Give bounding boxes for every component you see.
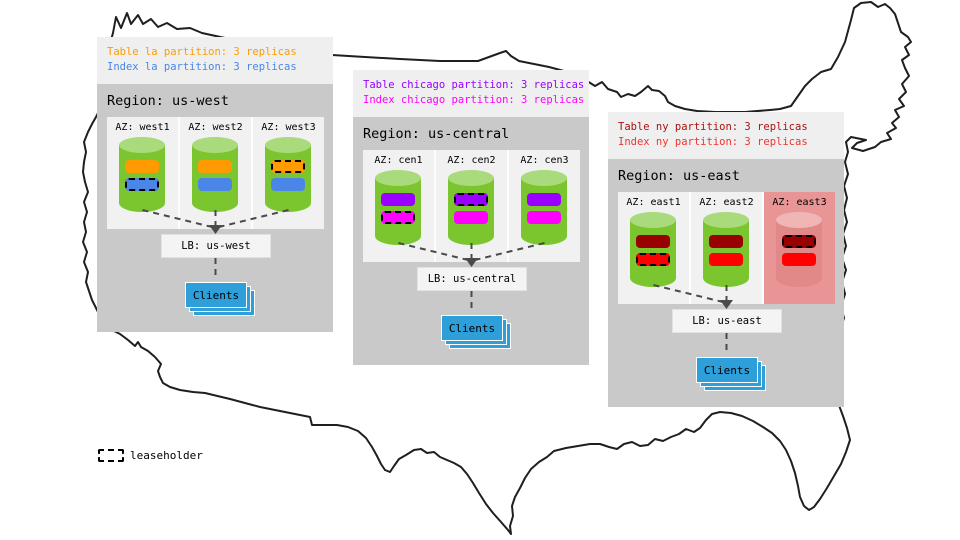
index-replica-bar	[636, 253, 670, 266]
cylinder-top	[119, 137, 165, 153]
az-label: AZ: west1	[115, 122, 170, 133]
region-title: Region: us-central	[363, 126, 510, 142]
cylinder-top	[192, 137, 238, 153]
region-box-us-west: Region: us-west AZ: west1 AZ: west2	[97, 84, 333, 332]
leaseholder-legend: leaseholder	[98, 449, 203, 462]
table-replica-bar	[782, 235, 816, 248]
az-box-west1: AZ: west1	[107, 117, 178, 229]
cylinder-top	[265, 137, 311, 153]
database-cylinder	[521, 170, 567, 245]
table-replica-bar	[271, 160, 305, 173]
az-label: AZ: east3	[772, 197, 827, 208]
index-replica-bar	[125, 178, 159, 191]
index-partition-note: Index ny partition: 3 replicas	[618, 136, 808, 148]
leaseholder-swatch-icon	[98, 449, 124, 462]
region-box-us-central: Region: us-central AZ: cen1 AZ: cen2	[353, 117, 589, 365]
az-label: AZ: cen2	[447, 155, 496, 166]
database-cylinder	[192, 137, 238, 212]
table-replica-bar	[454, 193, 488, 206]
az-box-cen2: AZ: cen2	[436, 150, 507, 262]
az-box-east3-failed: AZ: east3	[764, 192, 835, 304]
az-label: AZ: cen1	[374, 155, 423, 166]
index-replica-bar	[198, 178, 232, 191]
index-replica-bar	[527, 211, 561, 224]
index-replica-bar	[381, 211, 415, 224]
az-box-east2: AZ: east2	[691, 192, 762, 304]
az-label: AZ: east2	[699, 197, 754, 208]
cylinder-top	[776, 212, 822, 228]
az-label: AZ: west2	[188, 122, 243, 133]
clients-us-central: Clients	[441, 315, 511, 349]
annotation-us-central: Table chicago partition: 3 replicas Inde…	[353, 70, 589, 117]
cylinder-top	[703, 212, 749, 228]
az-row: AZ: cen1 AZ: cen2	[363, 150, 580, 262]
index-partition-note: Index chicago partition: 3 replicas	[363, 94, 585, 106]
clients-box: Clients	[696, 357, 758, 383]
cylinder-top	[630, 212, 676, 228]
table-partition-note: Table chicago partition: 3 replicas	[363, 79, 585, 91]
database-cylinder	[703, 212, 749, 287]
region-title: Region: us-west	[107, 93, 229, 109]
az-box-west2: AZ: west2	[180, 117, 251, 229]
az-row: AZ: west1 AZ: west2	[107, 117, 324, 229]
az-label: AZ: west3	[261, 122, 316, 133]
us-map-path	[82, 1, 912, 535]
az-box-cen1: AZ: cen1	[363, 150, 434, 262]
annotation-us-east: Table ny partition: 3 replicas Index ny …	[608, 112, 844, 159]
az-label: AZ: cen3	[520, 155, 569, 166]
load-balancer-us-central: LB: us-central	[417, 267, 527, 291]
database-cylinder	[265, 137, 311, 212]
database-cylinder	[630, 212, 676, 287]
cylinder-top	[521, 170, 567, 186]
clients-us-west: Clients	[185, 282, 255, 316]
region-title: Region: us-east	[618, 168, 740, 184]
database-cylinder	[375, 170, 421, 245]
database-cylinder	[776, 212, 822, 287]
table-partition-note: Table la partition: 3 replicas	[107, 46, 297, 58]
table-partition-note: Table ny partition: 3 replicas	[618, 121, 808, 133]
index-replica-bar	[271, 178, 305, 191]
cylinder-top	[448, 170, 494, 186]
index-replica-bar	[454, 211, 488, 224]
clients-us-east: Clients	[696, 357, 766, 391]
index-partition-note: Index la partition: 3 replicas	[107, 61, 297, 73]
cylinder-top	[375, 170, 421, 186]
clients-box: Clients	[441, 315, 503, 341]
table-replica-bar	[709, 235, 743, 248]
az-box-east1: AZ: east1	[618, 192, 689, 304]
az-box-cen3: AZ: cen3	[509, 150, 580, 262]
az-label: AZ: east1	[626, 197, 681, 208]
clients-box: Clients	[185, 282, 247, 308]
annotation-us-west: Table la partition: 3 replicas Index la …	[97, 37, 333, 84]
index-replica-bar	[782, 253, 816, 266]
table-replica-bar	[636, 235, 670, 248]
table-replica-bar	[381, 193, 415, 206]
database-cylinder	[448, 170, 494, 245]
az-row: AZ: east1 AZ: east2	[618, 192, 835, 304]
table-replica-bar	[125, 160, 159, 173]
load-balancer-us-west: LB: us-west	[161, 234, 271, 258]
load-balancer-us-east: LB: us-east	[672, 309, 782, 333]
index-replica-bar	[709, 253, 743, 266]
leaseholder-legend-label: leaseholder	[130, 449, 203, 462]
table-replica-bar	[527, 193, 561, 206]
az-box-west3: AZ: west3	[253, 117, 324, 229]
table-replica-bar	[198, 160, 232, 173]
region-box-us-east: Region: us-east AZ: east1 AZ: east2	[608, 159, 844, 407]
database-cylinder	[119, 137, 165, 212]
